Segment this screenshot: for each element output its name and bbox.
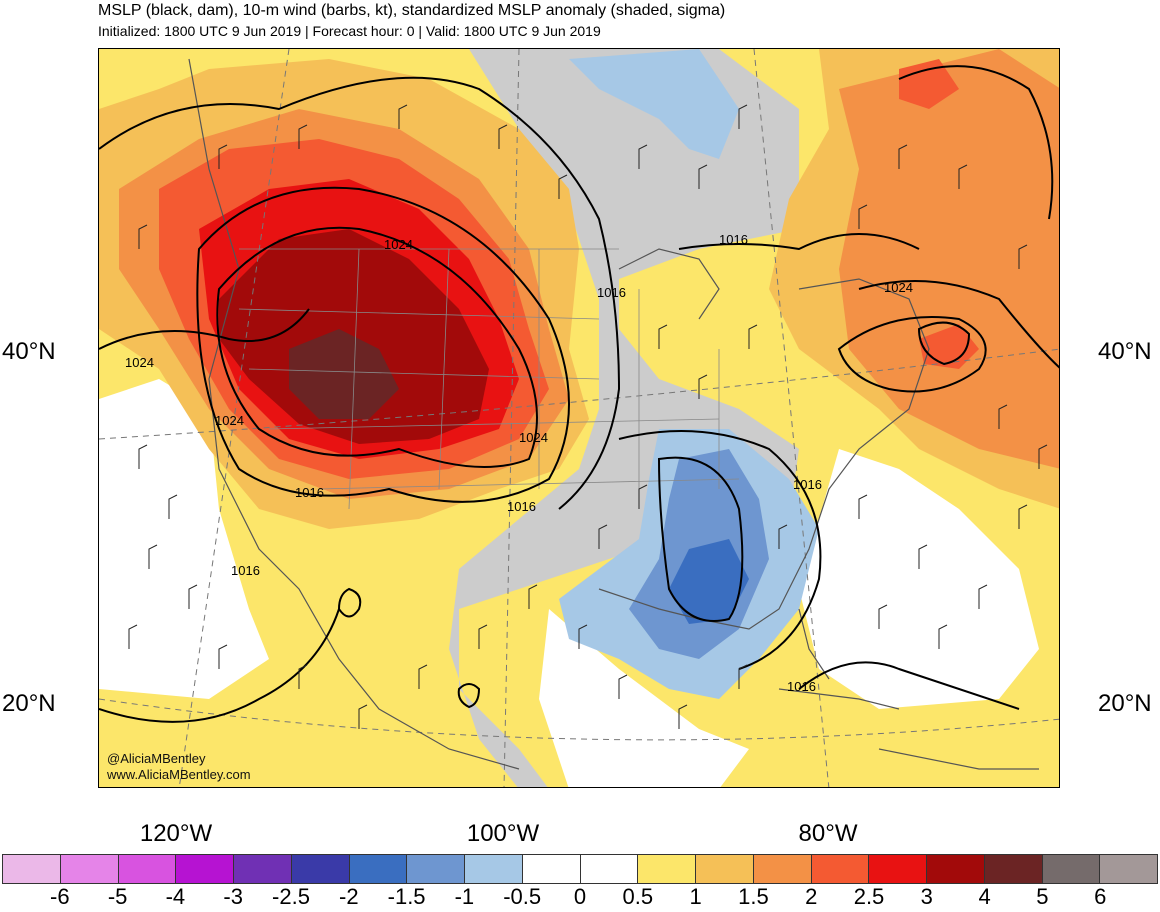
anomaly-neutral-west	[99, 379, 269, 699]
colorbar-box	[465, 855, 523, 883]
colorbar-tick-label: -2	[339, 884, 359, 909]
lon-label-80w: 80°W	[798, 820, 858, 847]
colorbar-tick-label: -5	[107, 884, 128, 909]
lon-label-120w: 120°W	[139, 820, 213, 847]
colorbar-box	[1100, 855, 1157, 883]
anomaly-neutral-gulf	[539, 609, 749, 787]
colorbar-tick-label: -2.5	[272, 884, 310, 909]
lat-label-40n-right: 40°N	[1098, 338, 1152, 365]
colorbar-tick-label: -1	[454, 884, 475, 909]
colorbar-tick-label: 4	[978, 884, 991, 909]
colorbar-box	[638, 855, 696, 883]
credit-website: www.AliciaMBentley.com	[107, 767, 251, 782]
isobar-label: 1016	[597, 285, 626, 300]
colorbar-tick-label: 2.5	[853, 884, 885, 909]
colorbar-tick-label: 0	[573, 884, 587, 909]
colorbar-tick-label: -6	[50, 884, 70, 909]
colorbar	[2, 854, 1158, 884]
isobar-label: 1016	[231, 563, 260, 578]
colorbar-box	[984, 855, 1043, 883]
colorbar-tick-label: -4	[165, 884, 186, 909]
isobar-label: 1016	[295, 485, 324, 500]
isobar-label: 1024	[884, 280, 913, 295]
colorbar-box	[349, 855, 408, 883]
colorbar-box	[522, 855, 581, 883]
colorbar-box	[118, 855, 177, 883]
map-title: MSLP (black, dam), 10-m wind (barbs, kt)…	[98, 2, 726, 19]
colorbar-box	[60, 855, 119, 883]
colorbar-box	[580, 855, 639, 883]
isobar-label: 1016	[719, 232, 748, 247]
colorbar-tick-label: -3	[223, 884, 243, 909]
isobar-label: 1024	[519, 430, 548, 445]
colorbar-tick-label: 2	[805, 884, 818, 909]
state-borders	[238, 248, 740, 510]
colorbar-box	[1042, 855, 1101, 883]
colorbar-tick-label: 3	[920, 884, 933, 909]
lon-label-100w: 100°W	[466, 820, 540, 847]
colorbar-tick-label: 1	[689, 884, 702, 909]
lat-label-20n-right: 20°N	[1098, 690, 1152, 717]
anomaly-positive-4	[289, 329, 399, 419]
colorbar-box	[3, 855, 61, 883]
isobar-label: 1016	[507, 499, 536, 514]
colorbar-box	[753, 855, 812, 883]
anomaly-positive-east-1-5	[839, 49, 1059, 469]
isobar-label-group: 1024 1016 1016 1024 1024 1024 1024 1016 …	[125, 232, 913, 694]
anomaly-negative-north	[569, 49, 739, 159]
wind-barbs	[128, 104, 1048, 729]
colorbar-box	[696, 855, 754, 883]
isobar-label: 1024	[215, 413, 244, 428]
colorbar-tick-label: 0.5	[622, 884, 654, 909]
colorbar-tick-label: -0.5	[503, 884, 542, 909]
masked-land	[449, 49, 799, 787]
colorbar-box	[176, 855, 234, 883]
colorbar-box	[407, 855, 465, 883]
isobars	[99, 65, 1059, 723]
isobar-label: 1016	[793, 477, 822, 492]
colorbar-tick-label: -1.5	[387, 884, 426, 909]
anomaly-negative-core	[669, 539, 749, 624]
colorbar-box	[869, 855, 927, 883]
credit-handle: @AliciaMBentley	[107, 751, 206, 766]
isobar-label: 1024	[125, 355, 154, 370]
isobar-label: 1016	[787, 679, 816, 694]
colorbar-box	[291, 855, 350, 883]
colorbar-box	[927, 855, 985, 883]
map-subtitle: Initialized: 1800 UTC 9 Jun 2019 | Forec…	[98, 23, 601, 39]
anomaly-positive-east-2-north	[899, 59, 959, 109]
lat-label-40n-left: 40°N	[2, 338, 56, 365]
colorbar-box	[811, 855, 870, 883]
weather-map: 1024 1016 1016 1024 1024 1024 1024 1016 …	[98, 48, 1060, 788]
isobar-label: 1024	[384, 237, 413, 252]
map-canvas: 1024 1016 1016 1024 1024 1024 1024 1016 …	[99, 49, 1059, 787]
colorbar-box	[234, 855, 292, 883]
lat-label-20n-left: 20°N	[2, 690, 56, 717]
colorbar-tick-label: 6	[1094, 884, 1107, 909]
graticule	[99, 49, 1059, 787]
colorbar-tick-label: 5	[1036, 884, 1049, 909]
colorbar-tick-label: 1.5	[738, 884, 769, 909]
